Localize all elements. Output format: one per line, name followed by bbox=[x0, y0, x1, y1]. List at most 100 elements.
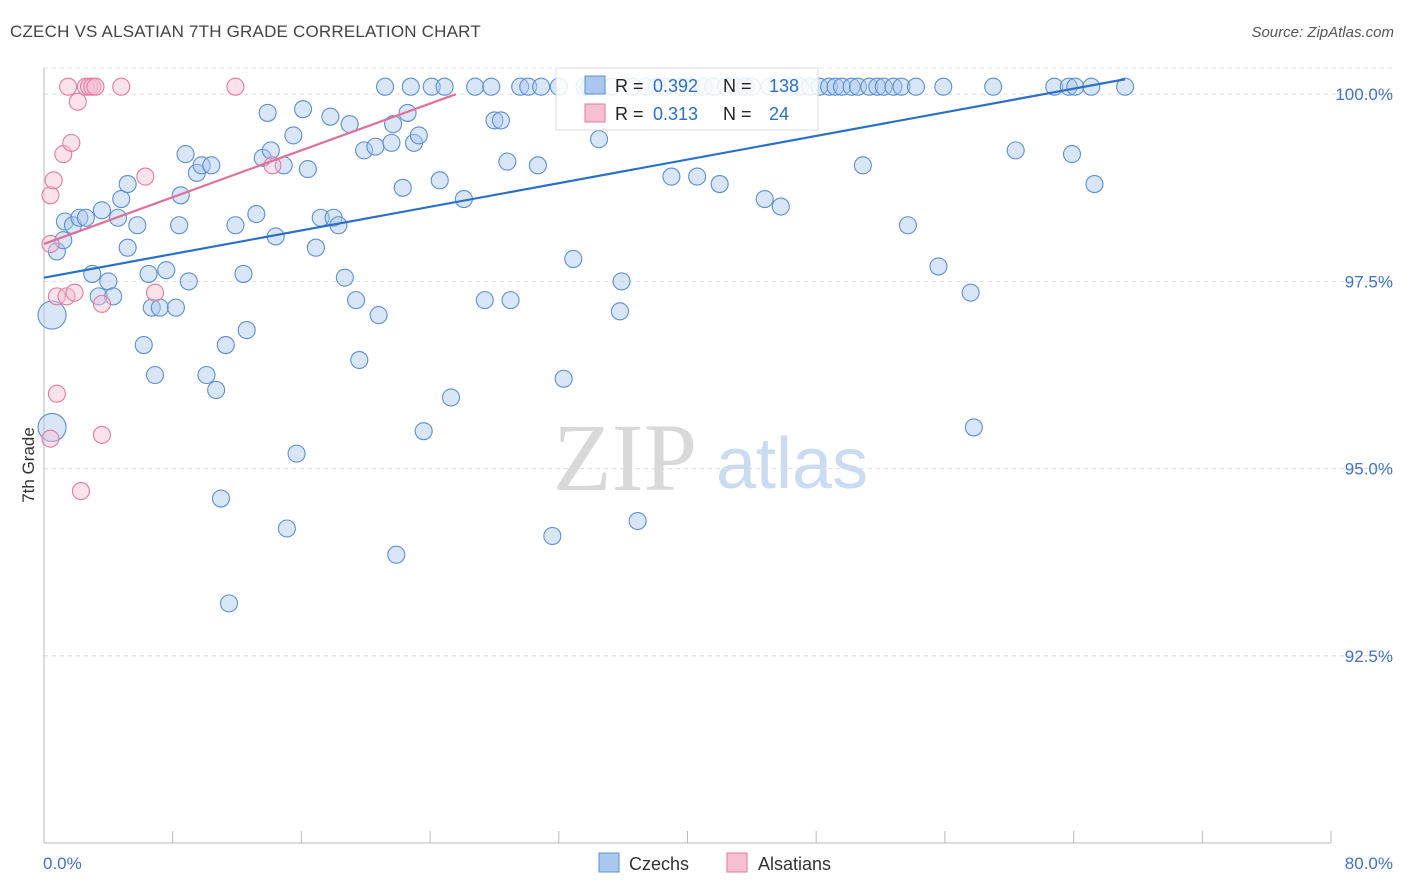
czech-point bbox=[853, 156, 872, 175]
czech-point bbox=[335, 268, 354, 287]
czech-point bbox=[192, 156, 211, 175]
czech-point bbox=[366, 137, 385, 156]
axes bbox=[43, 68, 1332, 844]
czech-point bbox=[1062, 145, 1082, 164]
czech-point bbox=[261, 141, 280, 160]
alsatian-r-value: 0.313 bbox=[653, 104, 698, 124]
watermark-atlas: atlas bbox=[716, 424, 868, 504]
czech-point bbox=[369, 306, 388, 325]
czech-point bbox=[118, 175, 137, 194]
czech-point bbox=[826, 77, 845, 96]
czech-point bbox=[219, 594, 239, 613]
czech-point bbox=[832, 77, 851, 96]
czech-point bbox=[820, 77, 839, 96]
alsatian-point bbox=[44, 171, 63, 190]
czech-point bbox=[498, 152, 517, 171]
alsatian-point bbox=[145, 283, 165, 302]
czech-point bbox=[139, 264, 158, 283]
czech-point bbox=[491, 111, 510, 130]
czech-n-label: N = bbox=[723, 76, 752, 96]
czech-point bbox=[906, 77, 925, 96]
alsatian-point bbox=[263, 156, 282, 175]
czech-point bbox=[92, 201, 111, 220]
alsatian-r-label: R = bbox=[615, 104, 644, 124]
y-tick-label: 100.0% bbox=[1335, 85, 1393, 104]
czech-point bbox=[157, 261, 176, 280]
czech-point bbox=[422, 77, 441, 96]
czech-r-label: R = bbox=[615, 76, 644, 96]
czech-point bbox=[628, 511, 647, 531]
czech-point bbox=[234, 264, 253, 283]
alsatian-point bbox=[226, 77, 245, 96]
y-tick-label: 92.5% bbox=[1345, 647, 1393, 666]
czech-point bbox=[528, 156, 547, 175]
czech-point bbox=[934, 77, 953, 96]
czech-point bbox=[99, 272, 118, 291]
czech-point bbox=[564, 249, 583, 268]
czech-point bbox=[76, 208, 95, 227]
alsatian-point bbox=[59, 77, 78, 96]
czech-point bbox=[554, 369, 573, 388]
czech-point bbox=[755, 189, 774, 209]
alsatian-point bbox=[71, 482, 91, 501]
czech-point bbox=[70, 208, 89, 227]
czech-point bbox=[258, 103, 277, 122]
czech-r-value: 0.392 bbox=[653, 76, 698, 96]
czech-point bbox=[376, 77, 395, 96]
czech-point bbox=[216, 336, 235, 355]
czech-point bbox=[134, 336, 153, 355]
czech-point bbox=[112, 189, 131, 209]
x-tick-label-min: 0.0% bbox=[43, 854, 82, 873]
y-tick-label: 97.5% bbox=[1345, 272, 1393, 291]
czech-point bbox=[842, 77, 861, 96]
czech-point bbox=[1085, 175, 1104, 194]
czech-point bbox=[179, 272, 198, 291]
czech-point bbox=[37, 300, 67, 330]
trend-lines bbox=[43, 78, 1126, 279]
czech-point bbox=[118, 238, 137, 257]
czech-point bbox=[414, 422, 433, 441]
czech-point bbox=[532, 77, 551, 96]
czech-point bbox=[226, 216, 245, 235]
alsatian-point bbox=[86, 77, 105, 96]
alsatian-trend-line bbox=[43, 93, 457, 245]
czech-point bbox=[128, 216, 147, 235]
czech-point bbox=[589, 130, 609, 149]
czech-point bbox=[482, 77, 501, 96]
czech-point bbox=[202, 156, 221, 175]
czech-point bbox=[277, 519, 296, 538]
czech-point bbox=[247, 204, 266, 224]
gridlines: 92.5% 95.0% 97.5% 100.0% bbox=[44, 67, 1394, 666]
czech-point bbox=[892, 77, 911, 96]
czech-point bbox=[150, 298, 169, 317]
alsatian-swatch bbox=[584, 103, 606, 123]
czech-trend-line bbox=[43, 78, 1126, 279]
czech-point bbox=[610, 302, 629, 321]
czech-point bbox=[166, 298, 185, 317]
czech-swatch bbox=[584, 75, 606, 95]
alsatian-point bbox=[47, 287, 66, 306]
czech-point bbox=[409, 126, 428, 145]
czech-point bbox=[961, 283, 980, 302]
czech-point bbox=[710, 175, 729, 194]
czech-point bbox=[929, 257, 948, 276]
czech-point bbox=[207, 380, 226, 400]
alsatian-n-label: N = bbox=[723, 104, 752, 124]
czech-n-value: 138 bbox=[769, 76, 799, 96]
czech-point bbox=[293, 100, 313, 119]
czech-point bbox=[964, 418, 983, 437]
czech-point bbox=[401, 77, 420, 96]
czech-point bbox=[984, 77, 1003, 96]
alsatian-point bbox=[92, 294, 111, 313]
czech-point bbox=[771, 197, 790, 216]
czech-point bbox=[237, 321, 256, 340]
czech-point bbox=[898, 216, 917, 235]
czech-point bbox=[868, 77, 887, 96]
alsatian-point bbox=[41, 429, 60, 448]
x-tick-label-max: 80.0% bbox=[1345, 854, 1393, 873]
legend-alsatians-swatch bbox=[726, 852, 748, 873]
czech-point bbox=[306, 238, 325, 257]
czech-point bbox=[688, 167, 707, 186]
czech-point bbox=[466, 77, 485, 96]
